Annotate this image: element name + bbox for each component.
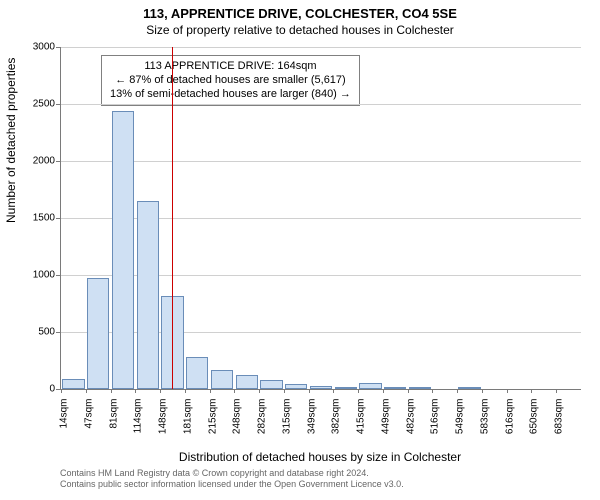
ytick-mark	[56, 332, 61, 333]
xtick-mark	[531, 389, 532, 393]
xtick-label: 482sqm	[405, 399, 416, 449]
chart-info-box: 113 APPRENTICE DRIVE: 164sqm ← 87% of de…	[101, 55, 360, 106]
ytick-mark	[56, 275, 61, 276]
histogram-bar	[186, 357, 208, 389]
info-line-3: 13% of semi-detached houses are larger (…	[110, 88, 351, 102]
xtick-label: 583sqm	[479, 399, 490, 449]
gridline	[61, 47, 581, 48]
histogram-bar	[409, 387, 431, 389]
info-line-1: 113 APPRENTICE DRIVE: 164sqm	[110, 60, 351, 74]
histogram-bar	[62, 379, 84, 389]
reference-line	[172, 47, 173, 389]
xtick-label: 349sqm	[306, 399, 317, 449]
histogram-bar	[211, 370, 233, 389]
footer-line-1: Contains HM Land Registry data © Crown c…	[60, 468, 580, 479]
plot-region: 113 APPRENTICE DRIVE: 164sqm ← 87% of de…	[60, 47, 581, 390]
xtick-label: 148sqm	[158, 399, 169, 449]
xtick-label: 382sqm	[331, 399, 342, 449]
ytick-label: 500	[15, 327, 55, 338]
xtick-mark	[432, 389, 433, 393]
xtick-mark	[259, 389, 260, 393]
ytick-label: 0	[15, 384, 55, 395]
xtick-mark	[210, 389, 211, 393]
histogram-bar	[87, 278, 109, 389]
histogram-bar	[137, 201, 159, 389]
histogram-bar	[359, 383, 381, 389]
ytick-mark	[56, 47, 61, 48]
xtick-label: 683sqm	[554, 399, 565, 449]
page-title: 113, APPRENTICE DRIVE, COLCHESTER, CO4 5…	[0, 0, 600, 21]
xtick-label: 181sqm	[182, 399, 193, 449]
xtick-label: 516sqm	[430, 399, 441, 449]
histogram-bar	[335, 387, 357, 389]
ytick-label: 2000	[15, 156, 55, 167]
xtick-mark	[507, 389, 508, 393]
xtick-mark	[333, 389, 334, 393]
ytick-label: 2500	[15, 99, 55, 110]
gridline	[61, 161, 581, 162]
xtick-label: 616sqm	[504, 399, 515, 449]
xtick-mark	[234, 389, 235, 393]
xtick-mark	[111, 389, 112, 393]
ytick-label: 3000	[15, 42, 55, 53]
xtick-label: 282sqm	[257, 399, 268, 449]
ytick-mark	[56, 161, 61, 162]
xtick-mark	[358, 389, 359, 393]
histogram-bar	[236, 375, 258, 389]
xtick-label: 415sqm	[356, 399, 367, 449]
xtick-label: 248sqm	[232, 399, 243, 449]
info-line-2: ← 87% of detached houses are smaller (5,…	[110, 74, 351, 88]
xtick-mark	[160, 389, 161, 393]
xtick-label: 114sqm	[133, 399, 144, 449]
gridline	[61, 104, 581, 105]
xtick-label: 449sqm	[380, 399, 391, 449]
page-subtitle: Size of property relative to detached ho…	[0, 21, 600, 41]
xtick-label: 215sqm	[207, 399, 218, 449]
ytick-label: 1000	[15, 270, 55, 281]
footer-line-2: Contains public sector information licen…	[60, 479, 580, 490]
xtick-mark	[86, 389, 87, 393]
xtick-mark	[408, 389, 409, 393]
x-axis-label: Distribution of detached houses by size …	[60, 450, 580, 464]
ytick-mark	[56, 104, 61, 105]
xtick-mark	[482, 389, 483, 393]
xtick-mark	[284, 389, 285, 393]
y-axis-label: Number of detached properties	[4, 58, 18, 223]
xtick-mark	[556, 389, 557, 393]
footer-attribution: Contains HM Land Registry data © Crown c…	[60, 468, 580, 490]
xtick-label: 549sqm	[455, 399, 466, 449]
ytick-mark	[56, 218, 61, 219]
xtick-label: 47sqm	[83, 399, 94, 449]
xtick-mark	[383, 389, 384, 393]
histogram-bar	[310, 386, 332, 389]
xtick-mark	[185, 389, 186, 393]
histogram-bar	[384, 387, 406, 389]
xtick-mark	[457, 389, 458, 393]
histogram-bar	[285, 384, 307, 389]
xtick-label: 14sqm	[59, 399, 70, 449]
xtick-mark	[309, 389, 310, 393]
xtick-mark	[61, 389, 62, 393]
chart-area: 113 APPRENTICE DRIVE: 164sqm ← 87% of de…	[60, 48, 580, 418]
histogram-bar	[260, 380, 282, 389]
histogram-bar	[112, 111, 134, 389]
xtick-mark	[135, 389, 136, 393]
histogram-bar	[458, 387, 480, 389]
xtick-label: 315sqm	[281, 399, 292, 449]
xtick-label: 81sqm	[108, 399, 119, 449]
xtick-label: 650sqm	[529, 399, 540, 449]
ytick-label: 1500	[15, 213, 55, 224]
